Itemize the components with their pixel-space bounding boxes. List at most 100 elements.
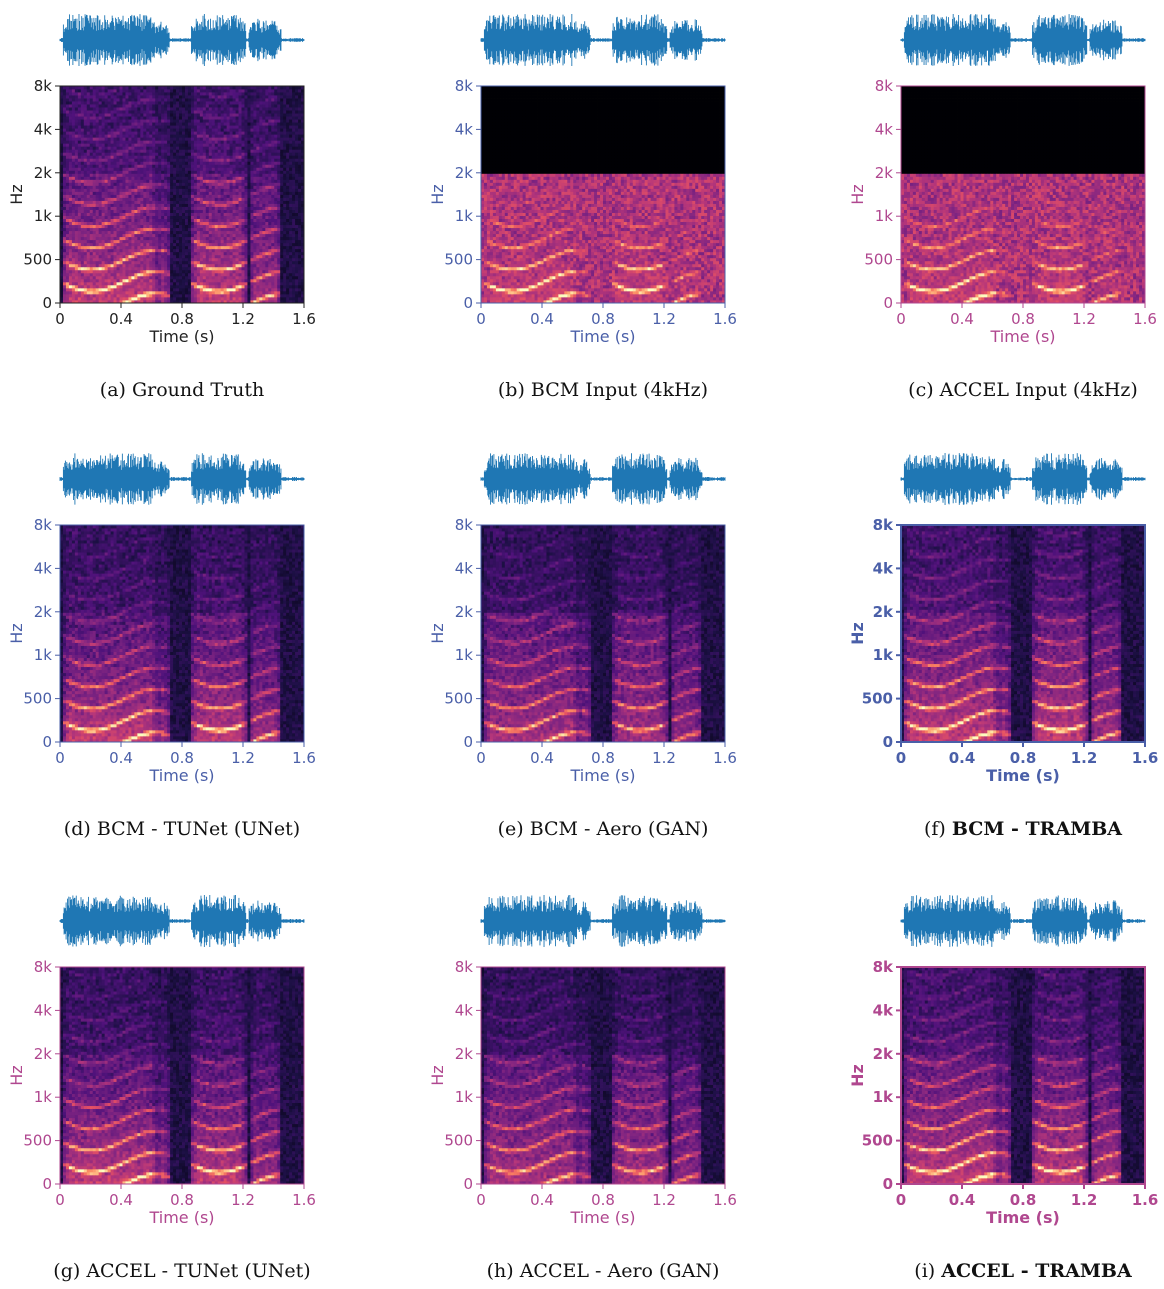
- spectrogram-cell: [247, 269, 251, 274]
- spectrogram-cell: [217, 176, 222, 180]
- spectrogram-cell: [77, 299, 82, 304]
- spectrogram-cell: [89, 299, 94, 304]
- spectrogram-cell: [182, 245, 186, 250]
- spectrogram-cell: [131, 128, 135, 132]
- spectrogram-cell: [152, 86, 156, 90]
- spectrogram-cell: [131, 215, 135, 220]
- spectrogram-cell: [193, 230, 198, 235]
- spectrogram-cell: [62, 209, 67, 213]
- spectrogram-cell: [167, 293, 171, 298]
- spectrogram-cell: [190, 92, 195, 96]
- spectrogram-cell: [60, 131, 64, 135]
- spectrogram-cell: [83, 116, 88, 120]
- spectrogram-cell: [253, 188, 257, 192]
- spectrogram-cell: [155, 143, 159, 147]
- spectrogram-cell: [65, 263, 70, 268]
- spectrogram-cell: [71, 140, 76, 144]
- spectrogram-cell: [220, 227, 225, 232]
- spectrogram-cell: [113, 263, 117, 268]
- spectrogram-cell: [134, 275, 138, 280]
- spectrogram-cell: [217, 146, 222, 150]
- spectrogram-cell: [259, 86, 263, 90]
- spectrogram-cell: [205, 290, 210, 295]
- spectrogram-cell: [119, 239, 123, 244]
- spectrogram-cell: [220, 254, 225, 259]
- spectrogram-cell: [253, 260, 257, 265]
- spectrogram-cell: [65, 143, 70, 147]
- spectrogram-cell: [125, 269, 129, 274]
- spectrogram-cell: [223, 239, 228, 244]
- spectrogram-cell: [74, 170, 79, 174]
- spectrogram-cell: [98, 266, 103, 271]
- spectrogram-cell: [60, 137, 64, 141]
- spectrogram-cell: [86, 143, 91, 147]
- spectrogram-cell: [122, 173, 126, 177]
- spectrogram-cell: [74, 260, 79, 265]
- spectrogram-cell: [220, 272, 225, 277]
- spectrogram-cell: [199, 290, 204, 295]
- spectrogram-cell: [98, 293, 103, 298]
- spectrogram-cell: [101, 224, 106, 229]
- spectrogram-cell: [164, 230, 168, 235]
- spectrogram-cell: [77, 161, 82, 165]
- spectrogram-cell: [167, 143, 171, 147]
- spectrogram-cell: [140, 257, 144, 262]
- spectrogram-cell: [232, 239, 236, 244]
- spectrogram-cell: [89, 206, 94, 210]
- spectrogram-cell: [173, 236, 177, 241]
- spectrogram-cell: [60, 275, 64, 280]
- spectrogram-cell: [205, 215, 210, 220]
- spectrogram-cell: [250, 152, 254, 156]
- spectrogram-cell: [122, 215, 126, 220]
- spectrogram-cell: [158, 281, 162, 286]
- spectrogram-cell: [89, 194, 94, 198]
- spectrogram-cell: [104, 119, 109, 123]
- spectrogram-cell: [92, 200, 97, 204]
- spectrogram-cell: [262, 245, 266, 250]
- spectrogram-cell: [60, 134, 64, 138]
- spectrogram-cell: [229, 179, 233, 183]
- spectrogram-cell: [232, 125, 236, 129]
- spectrogram-cell: [143, 134, 147, 138]
- spectrogram-cell: [238, 161, 242, 165]
- spectrogram-cell: [247, 242, 251, 247]
- spectrogram-cell: [164, 281, 168, 286]
- spectrogram-cell: [235, 119, 239, 123]
- spectrogram-cell: [122, 197, 126, 201]
- spectrogram-cell: [80, 200, 85, 204]
- spectrogram-cell: [125, 173, 129, 177]
- spectrogram-cell: [262, 224, 266, 229]
- spectrogram-cell: [208, 206, 213, 210]
- spectrogram-cell: [202, 239, 207, 244]
- spectrogram-cell: [220, 95, 225, 99]
- spectrogram-cell: [98, 200, 103, 204]
- spectrogram-cell: [146, 107, 150, 111]
- spectrogram-cell: [89, 203, 94, 207]
- spectrogram-cell: [98, 149, 103, 153]
- spectrogram-cell: [173, 260, 177, 265]
- spectrogram-cell: [226, 278, 231, 283]
- spectrogram-cell: [176, 110, 180, 114]
- spectrogram-cell: [125, 104, 129, 108]
- spectrogram-cell: [92, 233, 97, 238]
- spectrogram-cell: [134, 290, 138, 295]
- spectrogram-cell: [256, 131, 260, 135]
- spectrogram-cell: [68, 128, 73, 132]
- spectrogram-cell: [256, 263, 260, 268]
- spectrogram-cell: [253, 278, 257, 283]
- spectrogram-cell: [149, 227, 153, 232]
- spectrogram-cell: [131, 260, 135, 265]
- spectrogram-cell: [131, 239, 135, 244]
- spectrogram-cell: [262, 158, 266, 162]
- spectrogram-cell: [173, 281, 177, 286]
- spectrogram-cell: [184, 218, 189, 223]
- spectrogram-cell: [259, 272, 263, 277]
- spectrogram-cell: [205, 236, 210, 241]
- spectrogram-cell: [196, 131, 201, 135]
- spectrogram-cell: [110, 215, 114, 220]
- spectrogram-cell: [134, 134, 138, 138]
- spectrogram-cell: [134, 203, 138, 207]
- spectrogram-cell: [125, 227, 129, 232]
- spectrogram-cell: [68, 119, 73, 123]
- spectrogram-cell: [74, 290, 79, 295]
